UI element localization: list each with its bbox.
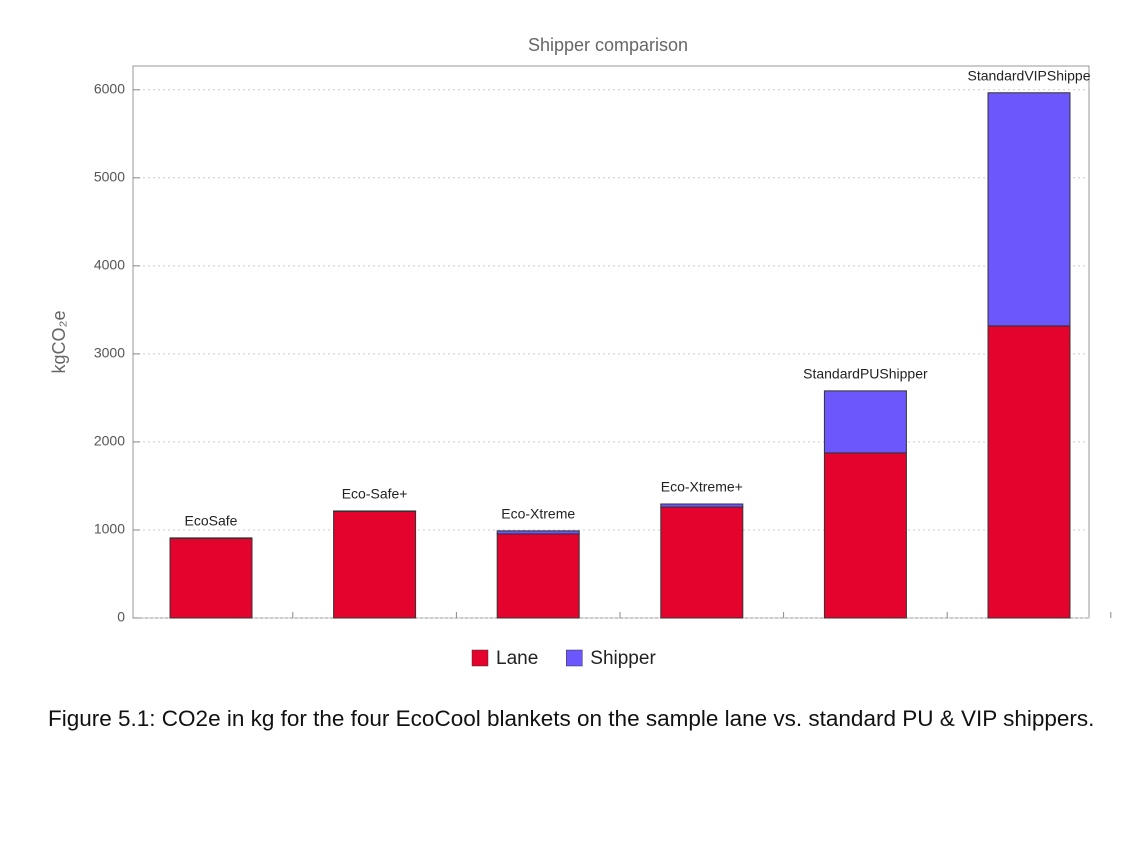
chart-title: Shipper comparison: [528, 35, 688, 55]
legend-label: Lane: [496, 648, 538, 669]
y-tick-label: 6000: [94, 80, 125, 96]
legend-swatch: [471, 649, 489, 667]
bar-segment: [823, 390, 907, 454]
y-axis-label: kgCO₂e: [49, 310, 69, 373]
bar-segment: [333, 510, 417, 619]
y-tick-label: 0: [117, 609, 125, 625]
bar-label: Eco‐Xtreme: [501, 506, 575, 522]
legend-swatch: [566, 649, 583, 667]
y-tick-label: 5000: [94, 169, 125, 185]
bar-label: StandardPUShipper: [803, 366, 928, 382]
caption: Figure 5.1: CO2e in kg for the four EcoC…: [48, 706, 1095, 731]
bar-segment: [660, 503, 744, 508]
bar-segment: [169, 537, 253, 619]
bar-segment: [660, 506, 744, 619]
bar-segment: [987, 325, 1071, 619]
bar-segment: [496, 530, 580, 535]
legend-label: Shipper: [590, 648, 656, 669]
bar-segment: [496, 533, 580, 619]
bar-label: EcoSafe: [185, 513, 238, 529]
bar-label: Eco‐Safe+: [342, 486, 408, 502]
y-tick-label: 4000: [94, 257, 125, 273]
chart: Shipper comparison kgCO₂e 0 1000 2000 3000 4…: [49, 35, 1112, 669]
bar-label: StandardVIPShippe: [968, 67, 1091, 83]
y-tick-label: 1000: [94, 521, 125, 537]
bar-segment: [333, 510, 417, 512]
bar-label: Eco‐Xtreme+: [661, 479, 743, 495]
y-tick-label: 3000: [94, 345, 125, 361]
bar-segment: [823, 452, 907, 619]
bar-segment: [987, 92, 1071, 327]
y-tick-label: 2000: [94, 433, 125, 449]
plot-frame: [132, 65, 1090, 619]
